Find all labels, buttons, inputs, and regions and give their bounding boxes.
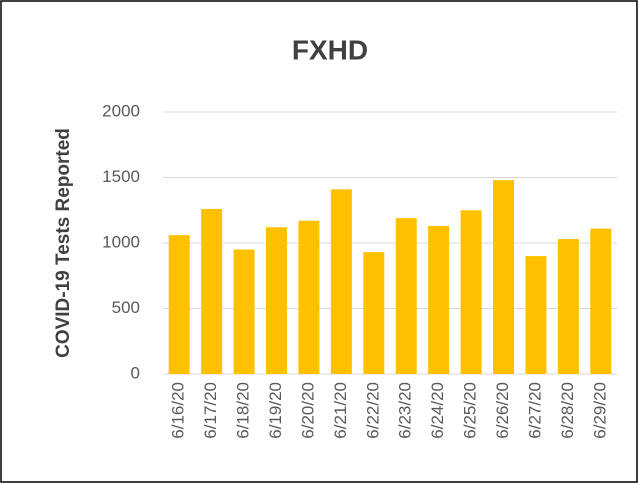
x-tick-label: 6/28/20 xyxy=(558,382,577,439)
bar xyxy=(590,228,612,374)
y-tick-label: 500 xyxy=(112,298,140,317)
x-tick-label: 6/20/20 xyxy=(298,382,317,439)
bar xyxy=(363,252,385,374)
x-tick-label: 6/23/20 xyxy=(396,382,415,439)
y-tick-label: 0 xyxy=(131,363,140,382)
y-tick-label: 2000 xyxy=(102,101,140,120)
x-tick-label: 6/29/20 xyxy=(590,382,609,439)
bar xyxy=(330,189,352,374)
bar xyxy=(233,249,255,374)
bar xyxy=(201,208,223,374)
x-tick-label: 6/19/20 xyxy=(266,382,285,439)
x-tick-label: 6/25/20 xyxy=(461,382,480,439)
y-tick-label: 1500 xyxy=(102,167,140,186)
bar xyxy=(298,220,320,374)
x-tick-label: 6/18/20 xyxy=(234,382,253,439)
bar xyxy=(428,225,450,374)
bar xyxy=(168,235,190,374)
x-tick-label: 6/26/20 xyxy=(493,382,512,439)
bar xyxy=(493,180,514,374)
bar xyxy=(525,256,547,374)
x-tick-label: 6/17/20 xyxy=(201,382,220,439)
x-tick-label: 6/24/20 xyxy=(428,382,447,439)
x-tick-label: 6/27/20 xyxy=(525,382,544,439)
bar xyxy=(557,239,579,374)
bar xyxy=(266,227,287,374)
chart-title: FXHD xyxy=(292,34,368,65)
x-tick-label: 6/22/20 xyxy=(363,382,382,439)
y-axis-label: COVID-19 Tests Reported xyxy=(53,128,74,358)
bar xyxy=(395,218,417,374)
x-tick-label: 6/16/20 xyxy=(169,382,188,439)
x-tick-label: 6/21/20 xyxy=(331,382,350,439)
y-tick-label: 1000 xyxy=(102,232,140,251)
bar xyxy=(460,210,482,374)
